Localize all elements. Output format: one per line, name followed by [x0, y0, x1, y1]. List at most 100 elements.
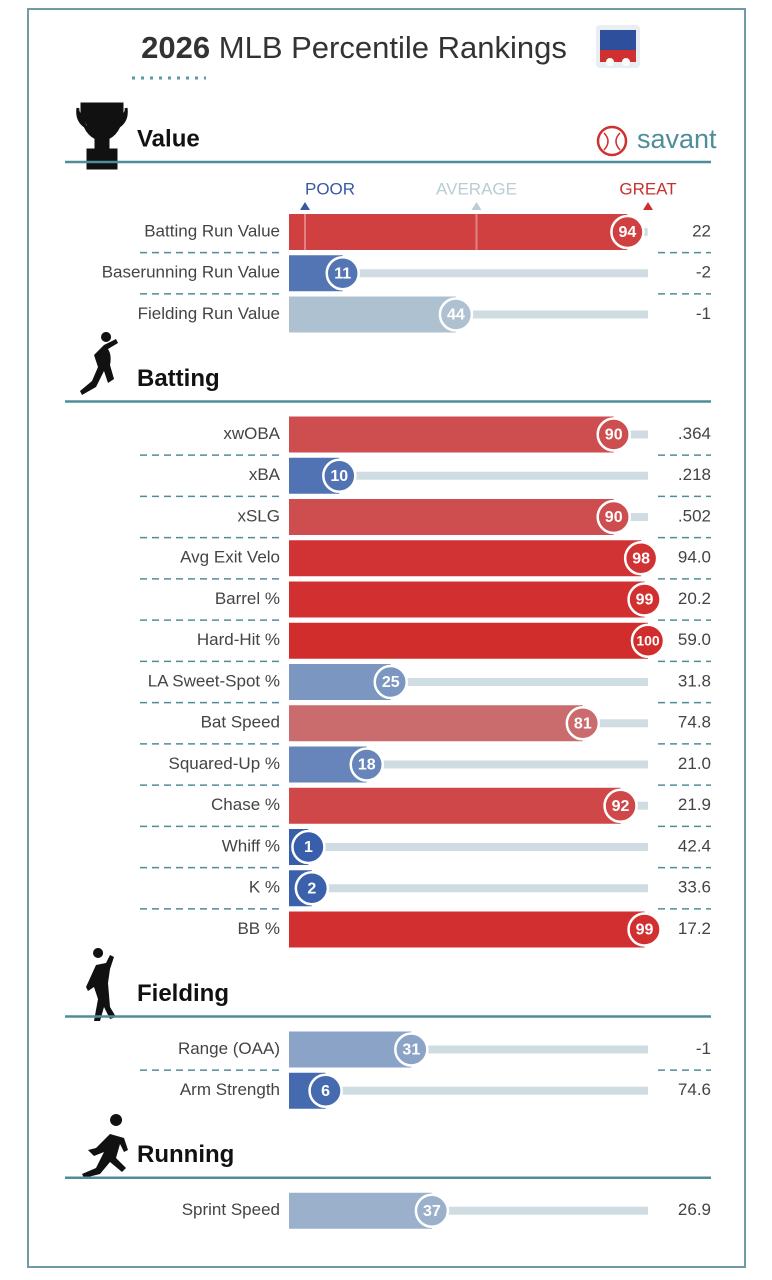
- row-label: Chase %: [211, 795, 280, 814]
- legend-label: POOR: [305, 179, 355, 198]
- stat-value: 21.9: [678, 795, 711, 814]
- percentile-label: 11: [334, 265, 351, 282]
- row-label: Whiff %: [222, 836, 280, 855]
- savant-logo: savant: [596, 124, 717, 157]
- percentile-dot: [294, 871, 330, 906]
- percentile-dot: [325, 256, 360, 291]
- track: [308, 843, 648, 851]
- stat-value: 59.0: [678, 630, 711, 649]
- stat-value: .364: [678, 424, 711, 443]
- stat-value: 94.0: [678, 548, 711, 567]
- percentile-bar: [289, 1031, 412, 1068]
- percentile-label: 99: [636, 922, 654, 939]
- stat-value: 20.2: [678, 589, 711, 608]
- track: [366, 760, 648, 769]
- percentile-dot: [627, 582, 662, 617]
- percentile-label: 10: [330, 468, 348, 485]
- percentile-dot: [565, 706, 601, 741]
- section-title: Fielding: [137, 980, 229, 1007]
- percentile-bar: [289, 499, 614, 535]
- percentile-bar: [289, 911, 645, 948]
- percentile-dot: [414, 1193, 450, 1228]
- legend-marker: [300, 202, 310, 210]
- row-label: Bat Speed: [201, 713, 280, 732]
- stat-value: 33.6: [678, 878, 711, 897]
- percentile-dot: [308, 1073, 343, 1108]
- percentile-label: 2: [307, 880, 316, 897]
- stat-value: .218: [678, 465, 711, 484]
- percentile-dot: [596, 417, 631, 452]
- row-label: Batting Run Value: [144, 221, 280, 240]
- row-label: Hard-Hit %: [197, 630, 280, 649]
- section-title: Value: [137, 125, 200, 152]
- row-label: Squared-Up %: [168, 754, 280, 773]
- percentile-label: 1: [304, 839, 313, 856]
- row-label: Barrel %: [215, 589, 280, 608]
- batter-icon: [80, 332, 118, 395]
- row-label: BB %: [237, 919, 280, 938]
- percentile-bar: [289, 296, 456, 333]
- percentile-dot: [610, 214, 645, 250]
- row-label: xSLG: [237, 506, 280, 525]
- row-label: K %: [249, 878, 280, 897]
- row-label: Sprint Speed: [182, 1200, 280, 1219]
- row-label: Avg Exit Velo: [180, 548, 280, 567]
- row-label: LA Sweet-Spot %: [148, 671, 280, 690]
- percentile-label: 94: [619, 224, 637, 241]
- page-title: 2026 MLB Percentile Rankings: [141, 30, 567, 65]
- percentile-label: 100: [636, 632, 660, 648]
- percentile-dot: [630, 623, 666, 658]
- legend-label: GREAT: [619, 179, 676, 198]
- stat-value: 17.2: [678, 919, 711, 938]
- legend-marker: [643, 202, 653, 210]
- percentile-label: 6: [321, 1083, 330, 1100]
- track: [311, 884, 648, 893]
- fielder-icon: [86, 948, 116, 1021]
- track: [342, 269, 648, 278]
- title-year: 2026: [141, 30, 210, 65]
- percentile-dot: [627, 912, 662, 947]
- percentile-bar: [289, 1192, 432, 1229]
- percentile-dot: [603, 788, 638, 823]
- percentile-bar: [289, 622, 648, 659]
- stat-value: -1: [696, 1039, 711, 1058]
- section-title: Batting: [137, 365, 220, 392]
- percentile-bar: [289, 787, 621, 824]
- stat-value: 22: [692, 221, 711, 240]
- percentile-dot: [322, 458, 357, 493]
- row-label: Baserunning Run Value: [102, 263, 280, 282]
- stat-value: 26.9: [678, 1200, 711, 1219]
- stat-value: 74.8: [678, 713, 711, 732]
- runner-icon: [82, 1114, 128, 1178]
- section-icons: [76, 102, 128, 1178]
- stat-value: 74.6: [678, 1080, 711, 1099]
- title-text: MLB Percentile Rankings: [219, 30, 567, 65]
- percentile-label: 18: [358, 757, 376, 774]
- stat-value: 42.4: [678, 836, 711, 855]
- percentile-dot: [623, 541, 659, 576]
- percentile-label: 98: [632, 550, 650, 567]
- percentile-dot: [291, 829, 326, 865]
- row-label: Fielding Run Value: [138, 304, 280, 323]
- track: [455, 310, 648, 319]
- percentile-label: 99: [636, 592, 654, 609]
- percentile-label: 90: [605, 509, 623, 526]
- row-label: Range (OAA): [178, 1039, 280, 1058]
- percentile-label: 92: [612, 798, 630, 815]
- percentile-bar: [289, 540, 642, 577]
- percentile-label: 81: [574, 715, 592, 732]
- percentile-label: 31: [402, 1042, 420, 1059]
- track: [431, 1206, 648, 1215]
- section-title: Running: [137, 1141, 234, 1168]
- track: [339, 471, 648, 480]
- track: [582, 719, 648, 728]
- stat-value: .502: [678, 506, 711, 525]
- trophy-icon: [76, 102, 128, 170]
- stat-value: -1: [696, 304, 711, 323]
- track: [390, 678, 648, 686]
- stat-value: -2: [696, 263, 711, 282]
- legend-label: AVERAGE: [436, 179, 517, 198]
- card-border: [27, 8, 746, 1268]
- vs-logo: [596, 25, 640, 68]
